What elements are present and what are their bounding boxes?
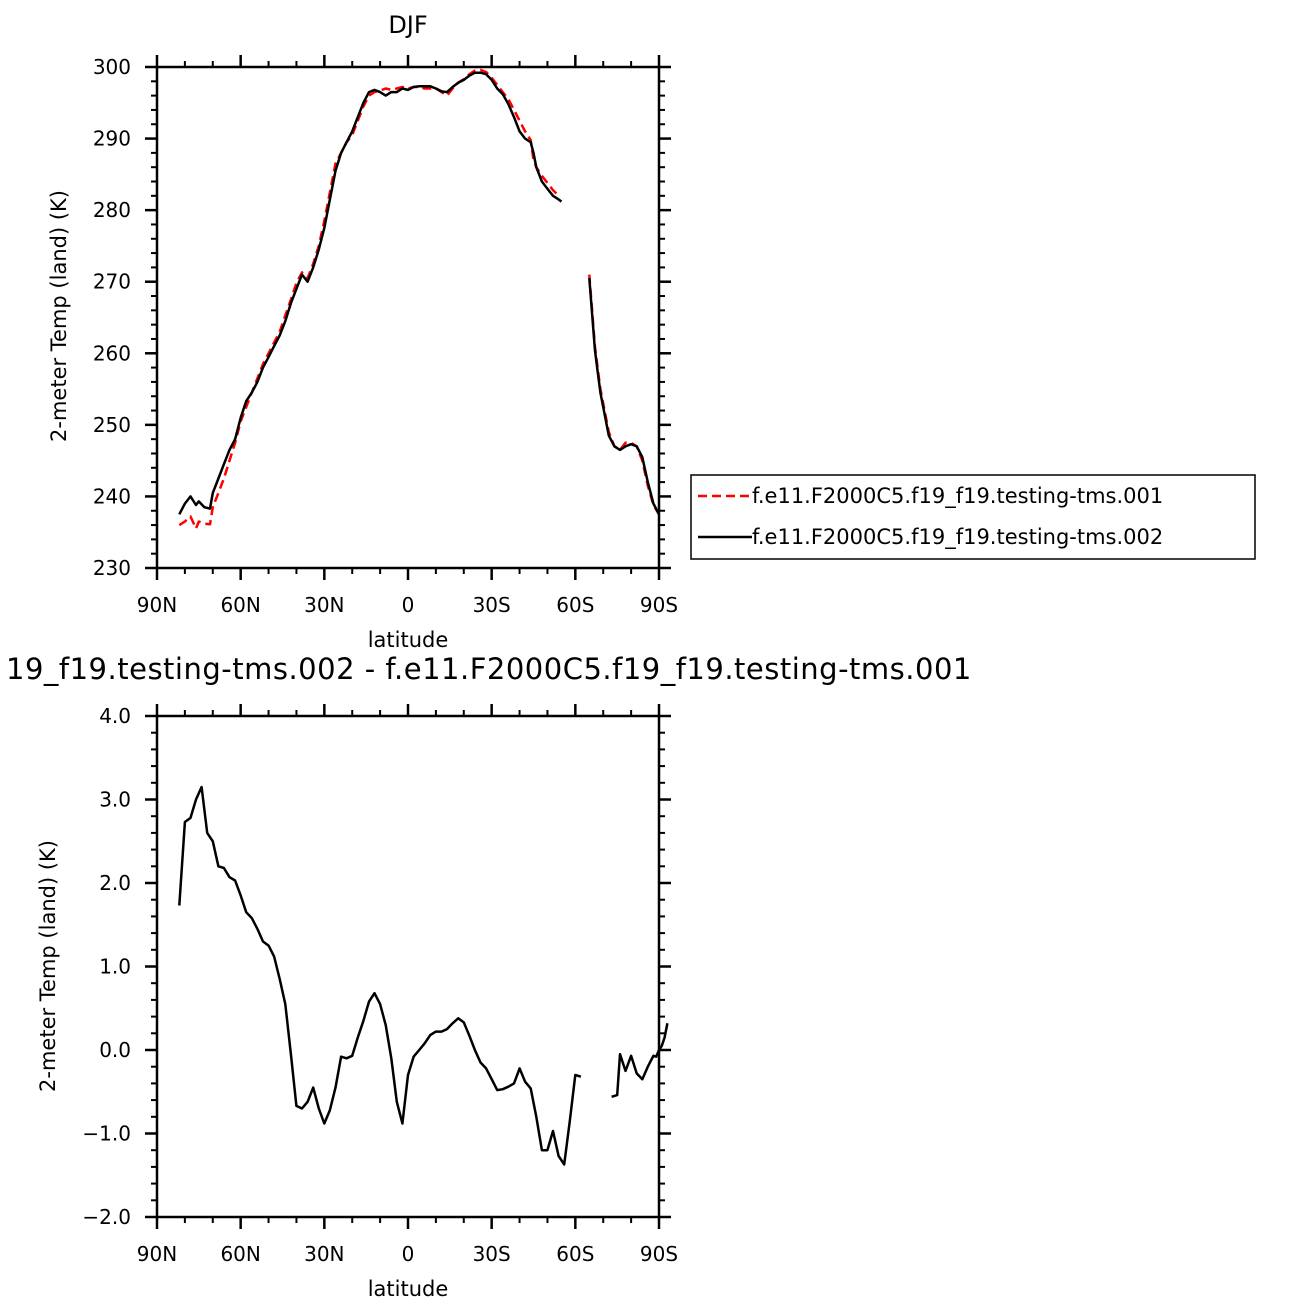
x-tick-label: 90N: [137, 593, 177, 617]
temperature-chart: DJF 230 240 250 260 270 280 290 300 90N 60N 30N 0 30…: [47, 11, 678, 652]
x-tick-label: 30N: [304, 1242, 344, 1266]
y-tick-label: 0.0: [99, 1038, 131, 1062]
x-tick-label: 30S: [473, 593, 511, 617]
series-1-line-segment-1: [178, 785, 582, 1166]
y-tick-label: 300: [93, 55, 131, 79]
difference-chart-lines: [178, 785, 669, 1166]
difference-chart: 19_f19.testing-tms.002 - f.e11.F2000C5.f…: [6, 652, 972, 1301]
temperature-chart-axes: 230 240 250 260 270 280 290 300 90N 60N 30N 0 30S 60S…: [93, 55, 678, 617]
x-tick-label: 0: [402, 1242, 415, 1266]
legend-label-001: f.e11.F2000C5.f19_f19.testing-tms.001: [752, 484, 1163, 509]
x-tick-label: 90S: [640, 1242, 678, 1266]
x-tick-label: 30S: [473, 1242, 511, 1266]
temperature-chart-lines: [178, 68, 661, 530]
y-axis-label: 2-meter Temp (land) (K): [36, 840, 60, 1092]
x-tick-label: 30N: [304, 593, 344, 617]
x-tick-label: 0: [402, 593, 415, 617]
x-tick-label: 60N: [220, 593, 260, 617]
y-tick-label: −1.0: [82, 1122, 131, 1146]
y-tick-label: 280: [93, 198, 131, 222]
y-tick-label: 290: [93, 127, 131, 151]
y-tick-label: −2.0: [82, 1205, 131, 1229]
y-tick-label: 270: [93, 270, 131, 294]
x-tick-label: 60S: [556, 593, 594, 617]
series-1-line-segment-2: [611, 1023, 669, 1098]
y-tick-label: 1.0: [99, 955, 131, 979]
y-tick-label: 2.0: [99, 871, 131, 895]
y-tick-label: 4.0: [99, 704, 131, 728]
y-axis-label: 2-meter Temp (land) (K): [47, 190, 71, 442]
y-tick-label: 230: [93, 556, 131, 580]
x-tick-label: 90S: [640, 593, 678, 617]
series-2-line-segment-1: [178, 71, 563, 515]
series-2-line-segment-2: [588, 278, 661, 515]
x-axis-label: latitude: [368, 1277, 449, 1301]
y-tick-label: 240: [93, 484, 131, 508]
x-tick-label: 90N: [137, 1242, 177, 1266]
y-tick-label: 260: [93, 341, 131, 365]
y-tick-label: 3.0: [99, 788, 131, 812]
difference-chart-axes: −2.0 −1.0 0.0 1.0 2.0 3.0 4.0 90N 60N 30N 0 30S 60S 9…: [82, 704, 678, 1266]
x-tick-label: 60S: [556, 1242, 594, 1266]
plot-frame: [155, 714, 661, 1219]
legend: f.e11.F2000C5.f19_f19.testing-tms.001 f.…: [690, 474, 1256, 560]
series-1-line-segment-1: [178, 68, 560, 530]
x-axis-label: latitude: [368, 628, 449, 652]
x-tick-label: 60N: [220, 1242, 260, 1266]
y-tick-label: 250: [93, 413, 131, 437]
legend-label-002: f.e11.F2000C5.f19_f19.testing-tms.002: [752, 525, 1163, 550]
legend-box: [690, 474, 1256, 560]
difference-chart-title: 19_f19.testing-tms.002 - f.e11.F2000C5.f…: [6, 652, 972, 686]
plot-frame: [155, 65, 661, 570]
chart-title: DJF: [388, 11, 427, 39]
